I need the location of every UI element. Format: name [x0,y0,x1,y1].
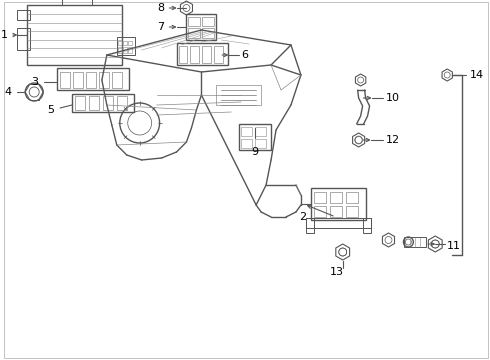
Bar [255,139,266,148]
Bar [118,41,122,45]
Text: 12: 12 [386,135,400,145]
Bar [187,14,216,40]
Bar [89,96,99,110]
Text: 8: 8 [157,3,165,13]
Bar [202,28,214,38]
Text: 6: 6 [241,50,248,60]
Bar [241,139,252,148]
Text: 5: 5 [47,105,54,115]
Bar [17,10,30,20]
Bar [123,47,127,53]
Bar [404,237,426,247]
Text: 4: 4 [4,87,11,97]
Bar [176,43,228,65]
Bar [118,47,122,53]
Bar [75,96,85,110]
Bar [103,96,113,110]
Bar [311,188,366,220]
Bar [306,218,370,228]
Bar [330,192,342,203]
Bar [17,28,30,50]
Bar [191,46,199,63]
Text: 3: 3 [31,77,38,87]
Bar [346,192,358,203]
Bar [241,127,252,136]
Bar [117,96,127,110]
Bar [363,218,370,233]
Bar [72,94,134,112]
Bar [216,85,261,105]
Bar [255,127,266,136]
Bar [202,17,214,26]
Text: 11: 11 [447,241,461,251]
Text: 7: 7 [157,22,165,32]
Text: 10: 10 [386,93,399,103]
Bar [202,46,211,63]
Text: 1: 1 [1,30,8,40]
Bar [189,28,200,38]
Bar [60,72,70,88]
Bar [112,72,122,88]
Bar [27,5,122,65]
Bar [57,68,129,90]
Text: 14: 14 [470,70,484,80]
Bar [99,72,109,88]
Text: 9: 9 [251,147,259,157]
Bar [189,17,200,26]
Bar [306,218,314,233]
Bar [214,46,223,63]
Bar [123,41,127,45]
Bar [128,41,132,45]
Bar [73,72,83,88]
Bar [178,46,188,63]
Bar [86,72,96,88]
Bar [314,206,326,217]
Bar [314,192,326,203]
Bar [239,124,271,150]
Bar [62,0,92,5]
Bar [330,206,342,217]
Text: 13: 13 [330,267,344,277]
Bar [117,37,135,55]
Bar [346,206,358,217]
Bar [128,47,132,53]
Text: 2: 2 [299,212,306,222]
